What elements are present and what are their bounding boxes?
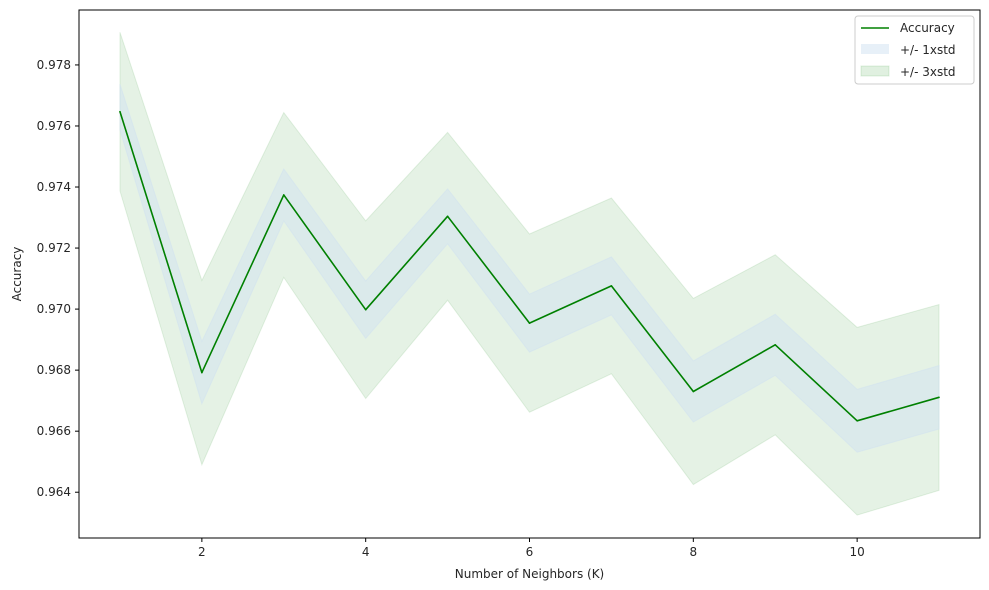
y-axis-ticks: 0.964 0.966 0.968 0.970 0.972 0.974 0.976 0.978: [37, 58, 79, 499]
x-tick-label: 10: [849, 545, 864, 559]
band-3xstd: [119, 32, 940, 516]
x-tick-label: 8: [689, 545, 697, 559]
x-tick-label: 6: [526, 545, 534, 559]
data-point: [201, 371, 203, 374]
y-tick-label: 0.972: [37, 241, 71, 255]
legend-swatch-3xstd: [860, 65, 890, 77]
data-point: [282, 194, 285, 196]
legend-box: [854, 15, 975, 85]
legend-label-3xstd: +/- 3xstd: [900, 65, 956, 79]
data-point: [856, 420, 858, 422]
legend-label-1xstd: +/- 1xstd: [900, 43, 956, 57]
data-point: [692, 390, 695, 393]
legend: Accuracy +/- 1xstd +/- 3xstd: [854, 15, 975, 85]
series-lines: [119, 110, 940, 422]
y-axis-label: Accuracy: [10, 247, 24, 302]
y-tick-label: 0.966: [37, 424, 71, 438]
data-point: [446, 215, 449, 218]
x-tick-label: 4: [362, 545, 370, 559]
data-point: [938, 396, 940, 399]
data-point: [364, 308, 367, 311]
confidence-bands: [119, 32, 940, 516]
x-tick-label: 2: [198, 545, 206, 559]
y-tick-label: 0.978: [37, 58, 71, 72]
y-tick-label: 0.968: [37, 363, 71, 377]
y-tick-label: 0.970: [37, 302, 71, 316]
y-tick-label: 0.976: [37, 119, 71, 133]
legend-label-accuracy: Accuracy: [900, 21, 955, 35]
x-axis-label: Number of Neighbors (K): [455, 567, 605, 581]
band-1xstd: [119, 84, 940, 453]
y-tick-label: 0.964: [37, 485, 71, 499]
x-axis-ticks: 2 4 6 8 10: [198, 538, 865, 559]
legend-swatch-1xstd: [861, 44, 889, 54]
data-point: [119, 110, 121, 113]
data-point: [528, 322, 531, 324]
y-tick-label: 0.974: [37, 180, 71, 194]
data-point: [610, 285, 613, 287]
data-point: [774, 344, 777, 346]
